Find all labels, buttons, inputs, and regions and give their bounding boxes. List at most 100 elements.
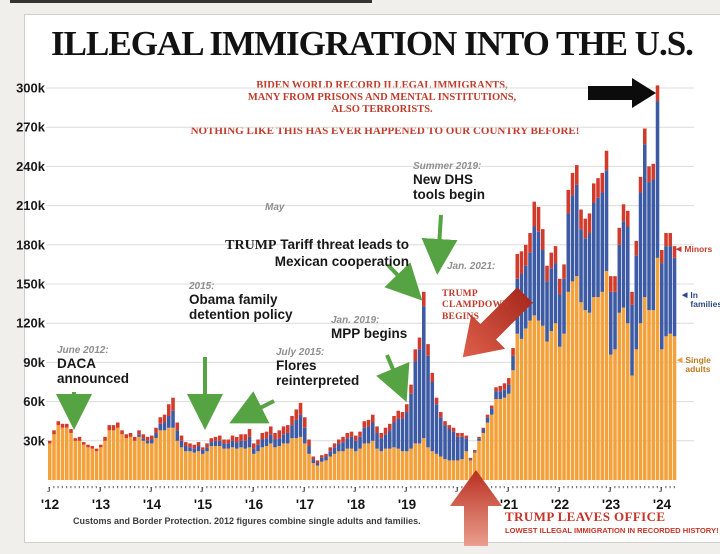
x-axis-jan-tick: J — [608, 486, 612, 494]
bar-segment-in-families — [337, 443, 341, 452]
bar-segment-single-adults — [90, 448, 95, 480]
bar-segment-minors — [575, 165, 579, 185]
bar-segment-single-adults — [294, 438, 299, 480]
bar-segment-minors — [94, 448, 99, 452]
bar-segment-single-adults — [209, 446, 214, 480]
bar-segment-minors — [209, 438, 214, 443]
bar-segment-single-adults — [273, 447, 277, 480]
bar-segment-minors — [660, 250, 664, 264]
bar-segment-minors — [634, 240, 639, 256]
x-axis-month-tick — [644, 486, 646, 489]
x-axis-month-tick — [223, 486, 225, 489]
bar-segment-in-families — [201, 449, 205, 454]
bar-segment-single-adults — [137, 436, 141, 480]
bar-segment-minors — [366, 419, 371, 427]
x-axis-month-tick — [427, 486, 429, 489]
bar-segment-minors — [388, 423, 392, 431]
bar-segment-minors — [456, 432, 460, 437]
bar-segment-minors — [133, 436, 137, 441]
x-axis-month-tick — [448, 486, 450, 489]
bar-segment-minors — [158, 417, 163, 424]
bar-segment-in-families — [175, 430, 180, 441]
x-axis-month-tick — [193, 486, 195, 489]
bar-segment-single-adults — [175, 440, 180, 480]
bar-segment-in-families — [626, 226, 630, 324]
x-axis-month-tick — [593, 486, 595, 489]
bar-segment-single-adults — [298, 436, 303, 480]
bar-segment-in-families — [179, 440, 184, 448]
x-axis-month-tick — [312, 486, 314, 489]
bar-segment-in-families — [558, 294, 562, 347]
bar-segment-single-adults — [664, 336, 668, 480]
bar-segment-in-families — [286, 432, 290, 444]
x-axis-month-tick — [571, 486, 573, 489]
bar-segment-in-families — [209, 442, 214, 447]
bar-segment-in-families — [451, 431, 456, 461]
bar-segment-minors — [303, 417, 307, 428]
bar-segment-single-adults — [60, 427, 65, 480]
x-axis-month-tick — [605, 486, 607, 489]
bar-segment-minors — [562, 264, 566, 279]
bar-segment-in-families — [358, 436, 362, 449]
x-axis-month-tick — [380, 486, 382, 489]
bar-segment-minors — [358, 431, 362, 437]
bar-segment-minors — [222, 439, 226, 444]
annotation-label: MPP begins — [331, 326, 408, 341]
x-axis-month-tick — [423, 486, 425, 489]
bar-segment-single-adults — [422, 438, 426, 480]
x-axis-year-label: '19 — [398, 497, 416, 512]
bar-segment-minors — [116, 422, 120, 428]
annotation-label: Flores reinterpreted — [276, 358, 360, 389]
x-axis-month-tick — [563, 486, 565, 489]
bar-segment-in-families — [638, 192, 643, 324]
bar-segment-in-families — [434, 404, 439, 454]
bar-segment-minors — [362, 421, 367, 428]
bar-segment-single-adults — [400, 451, 405, 480]
x-axis-month-tick — [95, 486, 97, 489]
x-axis-month-tick — [491, 486, 493, 489]
bar-segment-minors — [609, 276, 613, 292]
nothing-like-this-text: NOTHING LIKE THIS HAS EVER HAPPENED TO O… — [190, 125, 580, 137]
x-axis-month-tick — [444, 486, 446, 489]
bar-segment-single-adults — [111, 430, 116, 480]
bar-segment-minors — [528, 233, 532, 253]
bar-segment-in-families — [311, 459, 316, 464]
bar-segment-minors — [447, 425, 452, 430]
bar-segment-in-families — [226, 443, 231, 449]
bar-segment-in-families — [668, 246, 673, 334]
bar-segment-single-adults — [630, 375, 634, 480]
bar-segment-minors — [592, 183, 596, 203]
bar-segment-minors — [511, 348, 515, 356]
bar-segment-in-families — [392, 422, 396, 448]
bar-segment-in-families — [439, 417, 443, 457]
annotation-date: June 2012: — [57, 345, 109, 356]
clampdown-text: TRUMP CLAMPDOWN BEGINS — [442, 289, 510, 322]
bar-segment-in-families — [549, 268, 554, 332]
x-axis-month-tick — [257, 486, 259, 489]
bar-segment-single-adults — [613, 349, 617, 480]
bar-segment-single-adults — [145, 443, 150, 480]
x-axis-month-tick — [614, 486, 616, 489]
bar-segment-in-families — [162, 422, 167, 431]
bar-segment-in-families — [192, 448, 197, 453]
bar-segment-in-families — [634, 255, 639, 350]
bar-segment-single-adults — [366, 443, 371, 480]
bar-segment-in-families — [213, 440, 218, 447]
bar-segment-minors — [77, 436, 82, 441]
bar-segment-in-families — [281, 434, 286, 444]
bar-segment-single-adults — [82, 444, 86, 480]
annotation-date: Jan. 2019: — [331, 315, 380, 326]
bar-segment-minors — [141, 434, 146, 439]
bar-segment-minors — [252, 443, 256, 449]
bar-segment-in-families — [328, 451, 333, 457]
bar-segment-single-adults — [358, 448, 362, 480]
bar-segment-single-adults — [120, 434, 124, 480]
bar-segment-single-adults — [545, 341, 549, 480]
bar-segment-in-families — [366, 426, 371, 444]
bar-segment-minors — [375, 426, 379, 433]
bar-segment-minors — [120, 430, 124, 435]
bar-segment-single-adults — [328, 456, 333, 480]
bar-segment-in-families — [239, 440, 243, 448]
bar-segment-in-families — [417, 349, 422, 444]
